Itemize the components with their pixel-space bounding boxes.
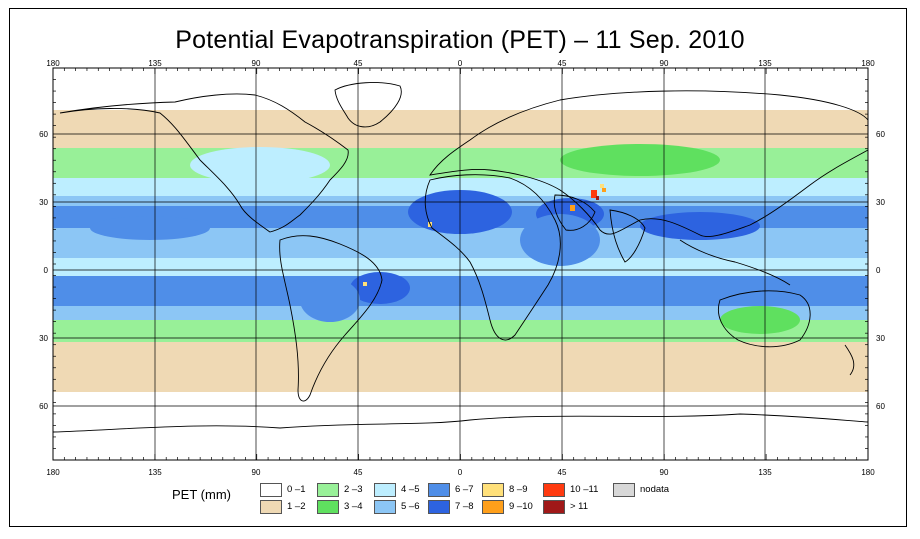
bottom-tick-135e: 135 — [758, 468, 772, 477]
right-tick-60s: 60 — [876, 402, 885, 411]
left-tick-60s: 60 — [39, 402, 48, 411]
top-tick-180e: 180 — [861, 59, 875, 68]
coast-india — [609, 209, 646, 263]
legend-swatch-4 — [374, 483, 396, 497]
legend-swatch-12 — [613, 483, 635, 497]
figure-frame — [9, 8, 907, 527]
coast-new-zealand — [844, 344, 855, 376]
pet-patch-australia-3-4 — [720, 306, 800, 334]
bottom-tick-90e: 90 — [659, 468, 669, 477]
top-tick-45w: 45 — [353, 59, 363, 68]
pet-patch-pacific-6-7 — [90, 216, 210, 240]
coast-north-america — [59, 93, 349, 233]
legend-swatch-7 — [428, 500, 450, 514]
top-tick-45e: 45 — [557, 59, 567, 68]
legend-swatch-3 — [317, 500, 339, 514]
legend-label-8: 8 –9 — [509, 484, 528, 495]
pet-patch-na-4-5 — [190, 147, 330, 183]
legend-label-9: 9 –10 — [509, 501, 533, 512]
legend-label-11: > 11 — [570, 501, 589, 512]
legend-swatch-5 — [374, 500, 396, 514]
legend-label-3: 3 –4 — [344, 501, 363, 512]
legend-label-6: 6 –7 — [455, 484, 474, 495]
coast-southeast-asia — [679, 239, 791, 286]
top-tick-135w: 135 — [148, 59, 162, 68]
coast-australia — [718, 290, 811, 348]
hotspot-iran-over-11 — [596, 196, 599, 200]
coast-africa — [424, 174, 561, 341]
left-tick-30n: 30 — [39, 198, 48, 207]
hotspot-iran-9-10 — [602, 188, 606, 192]
left-tick-60n: 60 — [39, 130, 48, 139]
bottom-tick-45e: 45 — [557, 468, 567, 477]
coast-arabia — [553, 194, 596, 231]
pet-patch-brazil-6-7 — [300, 278, 360, 322]
right-tick-30s: 30 — [876, 334, 885, 343]
pet-patch-asia-3-4 — [560, 144, 720, 176]
legend-label-2: 2 –3 — [344, 484, 363, 495]
legend-label-12: nodata — [640, 484, 670, 495]
legend-swatch-9 — [482, 500, 504, 514]
legend-swatch-10 — [543, 483, 565, 497]
hotspot-iran-10-11 — [591, 190, 597, 198]
coast-antarctica — [52, 413, 869, 433]
top-tick-180w: 180 — [46, 59, 60, 68]
legend-swatch-0 — [260, 483, 282, 497]
pet-patch-pacific-west-7-8 — [640, 212, 760, 240]
right-tick-60n: 60 — [876, 130, 885, 139]
legend-label-0: 0 –1 — [287, 484, 306, 495]
coast-south-america — [279, 235, 383, 402]
top-tick-90w: 90 — [251, 59, 261, 68]
left-tick-30s: 30 — [39, 334, 48, 343]
right-tick-30n: 30 — [876, 198, 885, 207]
top-tick-0: 0 — [457, 59, 463, 68]
left-tick-0: 0 — [43, 266, 48, 275]
map-title: Potential Evapotranspiration (PET) – 11 … — [175, 26, 745, 54]
hotspot-arabia-9-10 — [570, 205, 575, 211]
right-tick-0: 0 — [876, 266, 881, 275]
bottom-tick-180w: 180 — [46, 468, 60, 477]
map-tick-marks — [52, 67, 869, 461]
legend-swatch-6 — [428, 483, 450, 497]
top-tick-90e: 90 — [659, 59, 669, 68]
pet-field — [53, 68, 868, 460]
bottom-tick-0: 0 — [457, 468, 463, 477]
bottom-tick-180e: 180 — [861, 468, 875, 477]
legend-label-5: 5 –6 — [401, 501, 420, 512]
legend-label-10: 10 –11 — [570, 484, 599, 495]
hotspot-brazil-8-9 — [363, 282, 367, 286]
pet-band-north-1-2 — [53, 110, 868, 150]
coast-eurasia — [429, 90, 869, 237]
legend-swatch-1 — [260, 500, 282, 514]
graticule — [53, 68, 868, 460]
hotspot-asia-8-9 — [600, 184, 604, 188]
bottom-tick-90w: 90 — [251, 468, 261, 477]
bottom-tick-45w: 45 — [353, 468, 363, 477]
pet-band-south-1-2 — [53, 342, 868, 392]
bottom-tick-135w: 135 — [148, 468, 162, 477]
top-tick-135e: 135 — [758, 59, 772, 68]
legend-swatch-2 — [317, 483, 339, 497]
coastlines — [52, 82, 869, 433]
pet-band-south-6-7 — [53, 276, 868, 310]
legend-title: PET (mm) — [172, 487, 231, 502]
legend-label-1: 1 –2 — [287, 501, 306, 512]
legend-label-7: 7 –8 — [455, 501, 474, 512]
legend-label-4: 4 –5 — [401, 484, 420, 495]
coast-greenland — [334, 82, 402, 128]
legend-swatch-8 — [482, 483, 504, 497]
legend-swatch-11 — [543, 500, 565, 514]
